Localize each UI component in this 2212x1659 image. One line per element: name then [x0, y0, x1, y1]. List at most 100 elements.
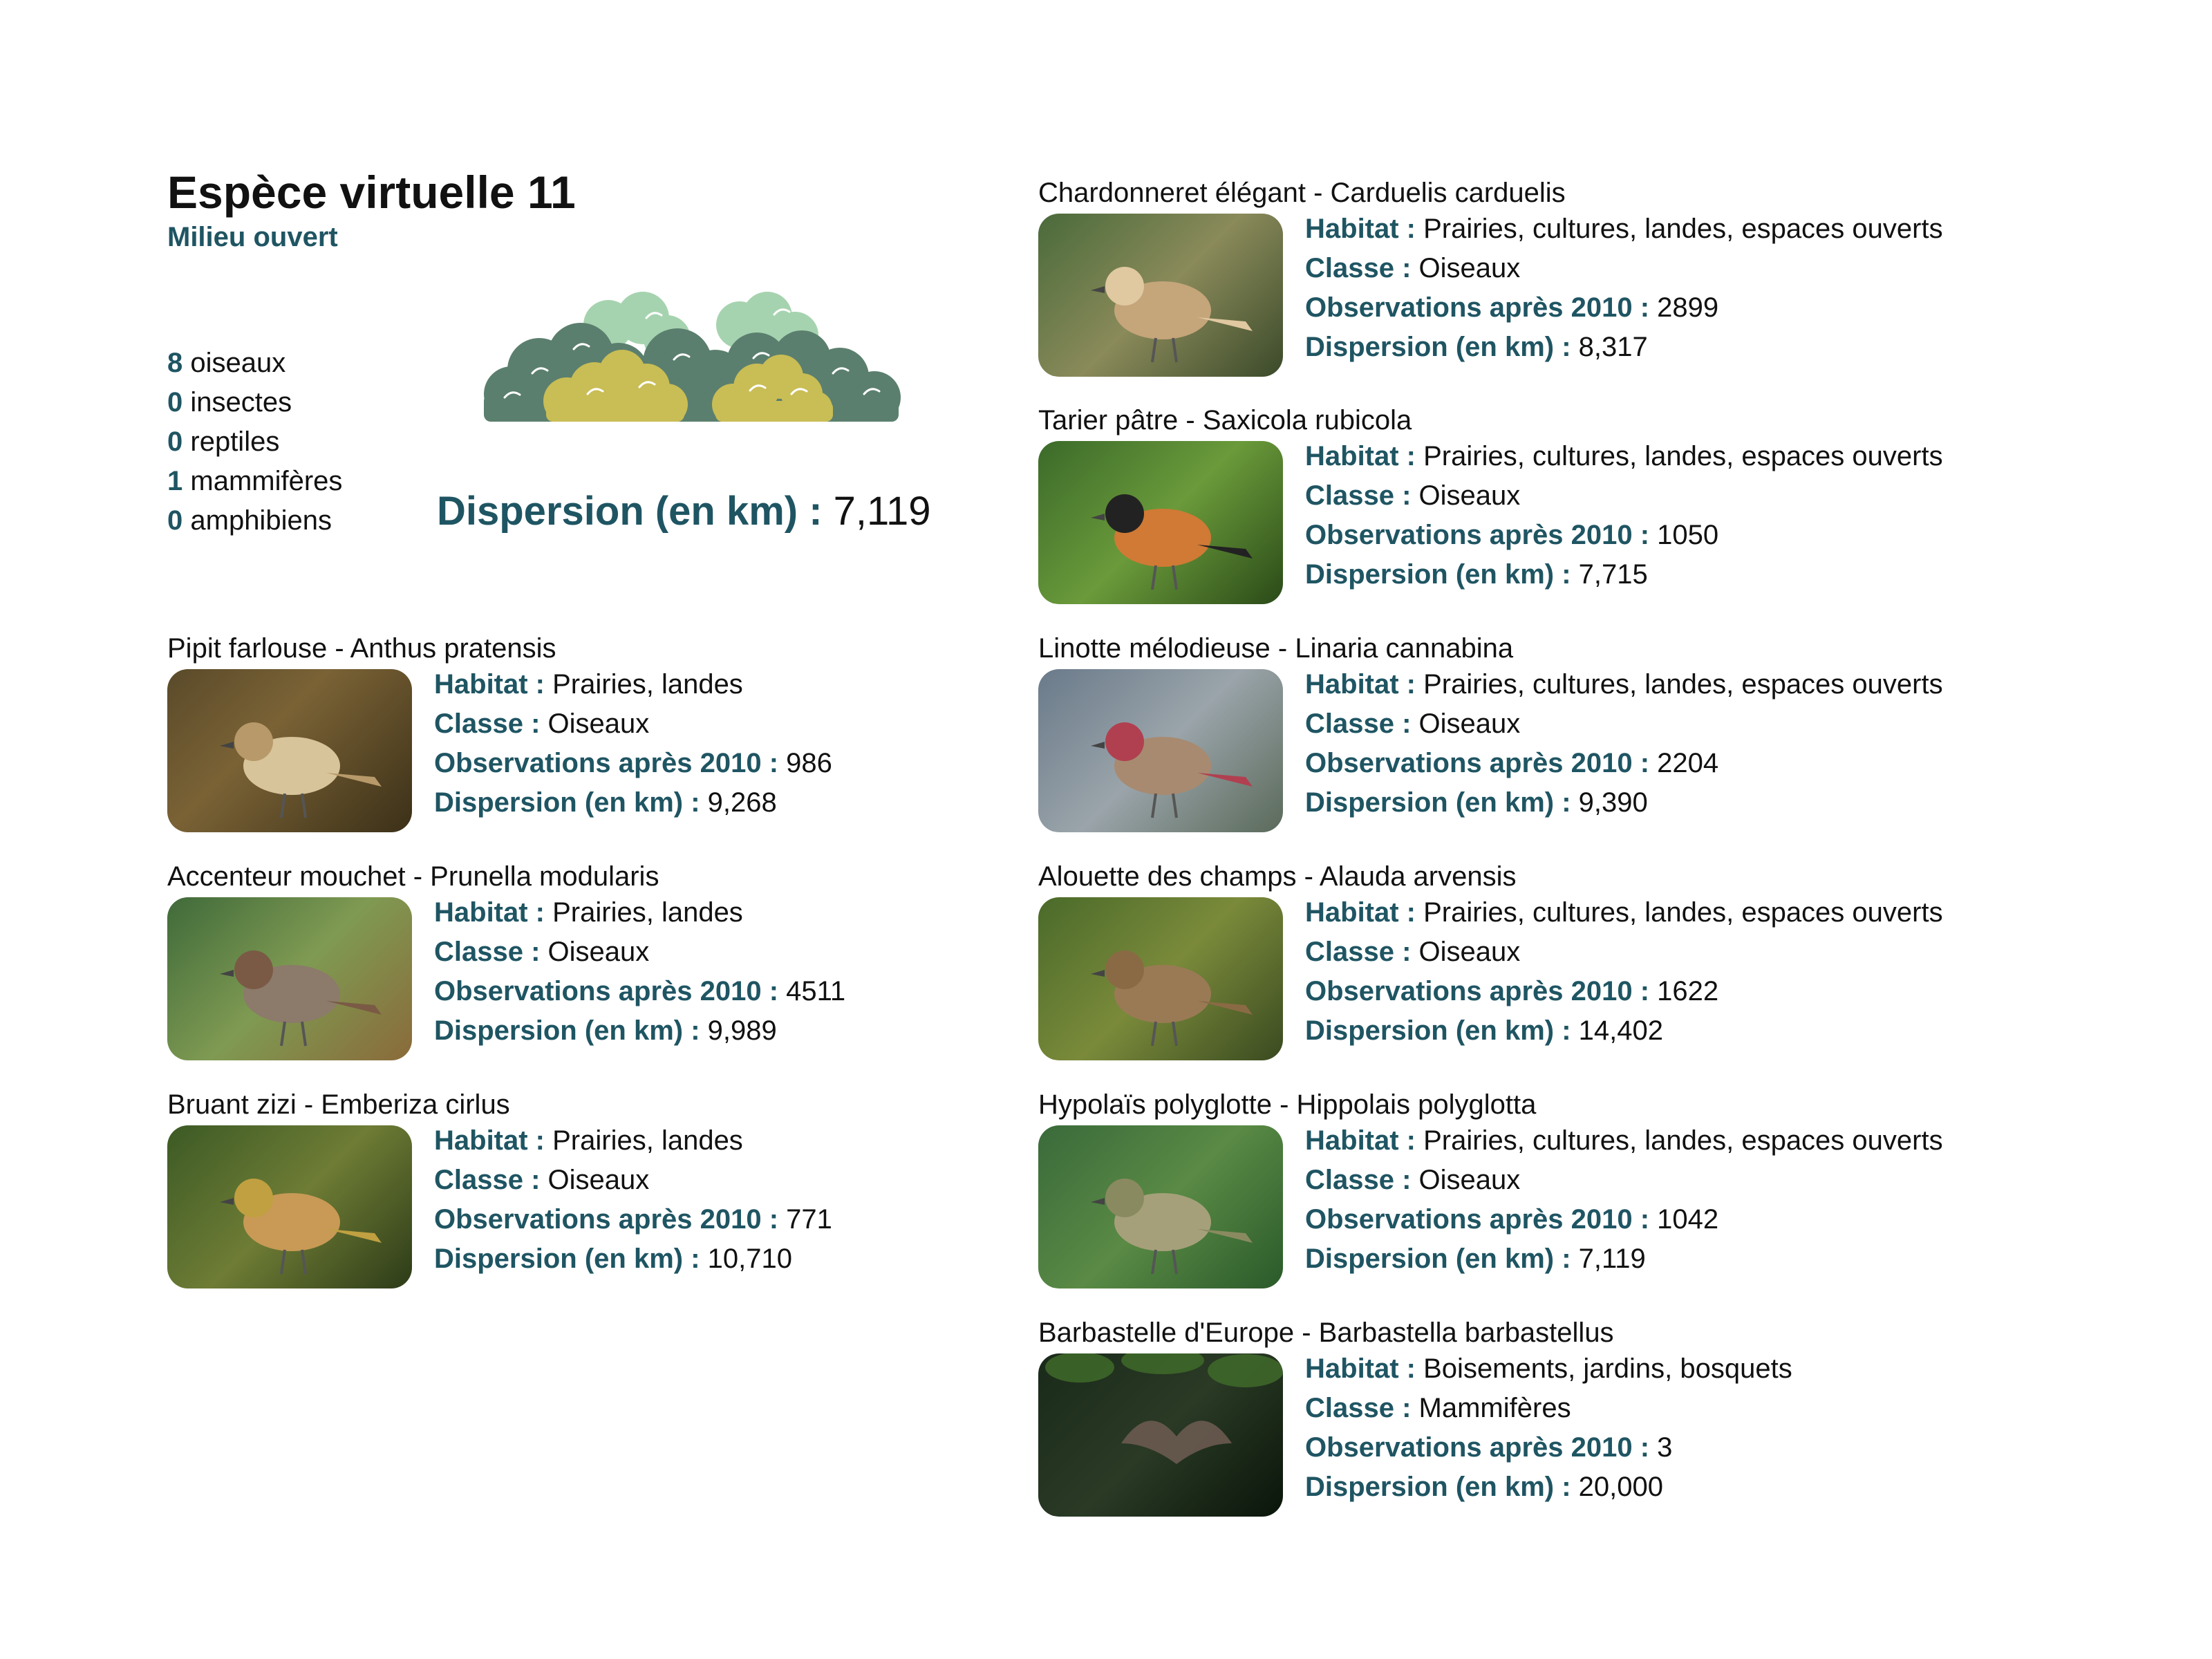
classe-label: Classe :	[1305, 1393, 1412, 1423]
count-row-reptiles: 0 reptiles	[167, 422, 342, 462]
species-name: Hypolaïs polyglotte - Hippolais polyglot…	[1038, 1089, 1537, 1120]
habitat-value: Prairies, landes	[552, 1125, 743, 1156]
species-info: Habitat : Prairies, landes Classe : Oise…	[434, 893, 845, 1051]
species-photo	[1038, 1125, 1283, 1288]
species-info: Habitat : Prairies, cultures, landes, es…	[1305, 209, 1943, 367]
bush-illustration	[484, 292, 901, 422]
species-name: Accenteur mouchet - Prunella modularis	[167, 861, 659, 892]
dispersion-row: Dispersion (en km) : 9,390	[1305, 783, 1943, 823]
observations-label: Observations après 2010 :	[1305, 1204, 1650, 1235]
dispersion-label: Dispersion (en km) :	[434, 1244, 700, 1274]
classe-row: Classe : Oiseaux	[1305, 249, 1943, 288]
dispersion-value: 9,989	[707, 1015, 777, 1046]
habitat-row: Habitat : Prairies, cultures, landes, es…	[1305, 893, 1943, 932]
observations-label: Observations après 2010 :	[434, 1204, 779, 1235]
observations-row: Observations après 2010 : 1622	[1305, 972, 1943, 1011]
observations-value: 986	[786, 748, 832, 778]
habitat-value: Prairies, cultures, landes, espaces ouve…	[1423, 897, 1943, 928]
classe-row: Classe : Oiseaux	[1305, 932, 1943, 972]
species-card: Alouette des champs - Alauda arvensis Ha…	[1038, 859, 1971, 1066]
dispersion-value: 14,402	[1578, 1015, 1663, 1046]
classe-label: Classe :	[1305, 1165, 1412, 1195]
species-photo	[1038, 214, 1283, 377]
classe-label: Classe :	[1305, 937, 1412, 967]
count-value: 1	[167, 466, 183, 496]
classe-value: Oiseaux	[1418, 937, 1521, 967]
species-photo	[167, 897, 412, 1060]
bird-photo-icon	[1091, 950, 1253, 1047]
classe-value: Oiseaux	[1418, 1165, 1521, 1195]
page-title: Espèce virtuelle 11	[167, 167, 576, 218]
habitat-value: Prairies, landes	[552, 897, 743, 928]
observations-value: 1622	[1657, 976, 1719, 1006]
observations-label: Observations après 2010 :	[434, 748, 779, 778]
habitat-label: Habitat :	[1305, 214, 1416, 244]
classe-row: Classe : Oiseaux	[434, 1161, 832, 1200]
dispersion-value: 10,710	[707, 1244, 792, 1274]
species-card: Barbastelle d'Europe - Barbastella barba…	[1038, 1315, 1971, 1522]
species-name: Pipit farlouse - Anthus pratensis	[167, 633, 556, 664]
observations-value: 1042	[1657, 1204, 1719, 1235]
observations-value: 3	[1657, 1432, 1673, 1463]
species-name: Bruant zizi - Emberiza cirlus	[167, 1089, 510, 1120]
dispersion-row: Dispersion (en km) : 7,715	[1305, 555, 1943, 594]
observations-label: Observations après 2010 :	[434, 976, 779, 1006]
count-value: 8	[167, 348, 183, 378]
habitat-label: Habitat :	[434, 1125, 545, 1156]
count-row-oiseaux: 8 oiseaux	[167, 344, 342, 383]
bird-photo-icon	[1091, 494, 1253, 590]
species-name: Chardonneret élégant - Carduelis carduel…	[1038, 178, 1566, 208]
count-label: insectes	[190, 387, 292, 418]
dispersion-label: Dispersion (en km) :	[434, 1015, 700, 1046]
observations-value: 2899	[1657, 292, 1719, 323]
observations-value: 1050	[1657, 520, 1719, 550]
count-label: reptiles	[190, 427, 280, 457]
classe-value: Oiseaux	[1418, 480, 1521, 511]
observations-value: 2204	[1657, 748, 1719, 778]
classe-row: Classe : Oiseaux	[434, 704, 832, 744]
count-value: 0	[167, 505, 183, 536]
classe-value: Mammifères	[1418, 1393, 1571, 1423]
species-photo	[1038, 441, 1283, 604]
dispersion-label: Dispersion (en km) :	[1305, 332, 1571, 362]
species-photo	[1038, 897, 1283, 1060]
count-label: mammifères	[190, 466, 343, 496]
classe-row: Classe : Oiseaux	[434, 932, 845, 972]
classe-value: Oiseaux	[1418, 253, 1521, 283]
habitat-value: Prairies, cultures, landes, espaces ouve…	[1423, 441, 1943, 471]
species-name: Alouette des champs - Alauda arvensis	[1038, 861, 1517, 892]
dispersion-row: Dispersion (en km) : 9,268	[434, 783, 832, 823]
species-name: Tarier pâtre - Saxicola rubicola	[1038, 405, 1412, 435]
class-counts: 8 oiseaux 0 insectes 0 reptiles 1 mammif…	[167, 344, 342, 541]
habitat-row: Habitat : Prairies, cultures, landes, es…	[1305, 1121, 1943, 1161]
dispersion-row: Dispersion (en km) : 7,119	[1305, 1239, 1943, 1279]
habitat-label: Habitat :	[1305, 669, 1416, 700]
species-card: Accenteur mouchet - Prunella modularis H…	[167, 859, 1100, 1066]
species-info: Habitat : Boisements, jardins, bosquets …	[1305, 1349, 1792, 1507]
species-photo	[167, 1125, 412, 1288]
observations-row: Observations après 2010 : 3	[1305, 1428, 1792, 1468]
habitat-row: Habitat : Boisements, jardins, bosquets	[1305, 1349, 1792, 1389]
bird-photo-icon	[220, 722, 382, 818]
species-card: Tarier pâtre - Saxicola rubicola Habitat…	[1038, 402, 1971, 610]
bird-photo-icon	[220, 1179, 382, 1275]
species-card: Chardonneret élégant - Carduelis carduel…	[1038, 175, 1971, 382]
observations-label: Observations après 2010 :	[1305, 520, 1650, 550]
species-info: Habitat : Prairies, cultures, landes, es…	[1305, 1121, 1943, 1279]
habitat-row: Habitat : Prairies, cultures, landes, es…	[1305, 209, 1943, 249]
habitat-row: Habitat : Prairies, landes	[434, 893, 845, 932]
count-row-mammiferes: 1 mammifères	[167, 462, 342, 501]
bat-photo-icon	[1045, 1353, 1283, 1464]
classe-label: Classe :	[434, 709, 541, 739]
count-row-insectes: 0 insectes	[167, 383, 342, 422]
dispersion-label: Dispersion (en km) :	[434, 787, 700, 818]
bird-photo-icon	[1091, 722, 1253, 818]
observations-row: Observations après 2010 : 1050	[1305, 516, 1943, 555]
observations-row: Observations après 2010 : 4511	[434, 972, 845, 1011]
classe-label: Classe :	[434, 937, 541, 967]
observations-row: Observations après 2010 : 771	[434, 1200, 832, 1239]
count-row-amphibiens: 0 amphibiens	[167, 501, 342, 541]
observations-label: Observations après 2010 :	[1305, 748, 1650, 778]
page-subtitle: Milieu ouvert	[167, 222, 338, 252]
dispersion-summary: Dispersion (en km) : 7,119	[437, 484, 931, 539]
